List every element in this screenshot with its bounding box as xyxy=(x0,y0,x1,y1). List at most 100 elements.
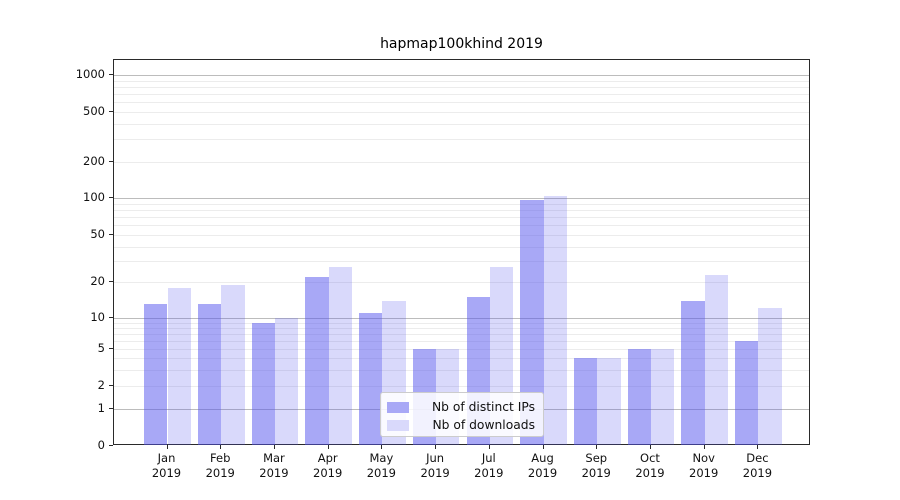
x-tick-label-jan: Jan 2019 xyxy=(151,451,182,480)
y-tick-mark-2 xyxy=(109,385,113,386)
x-tick-label-oct: Oct 2019 xyxy=(635,451,665,480)
x-tick-mark-dec xyxy=(757,445,759,449)
y-tick-label-1000: 1000 xyxy=(75,67,105,81)
bar-aug-distinct-ips xyxy=(520,199,544,445)
y-tick-label-200: 200 xyxy=(83,153,105,168)
bar-sep-downloads xyxy=(597,358,621,445)
x-tick-label-may: May 2019 xyxy=(366,451,397,480)
bar-may-distinct-ips xyxy=(359,312,383,445)
gridline-minor-4 xyxy=(114,358,809,360)
gridline-minor-8 xyxy=(114,327,809,329)
x-tick-mark-oct xyxy=(649,445,651,449)
x-tick-mark-apr xyxy=(327,445,329,449)
x-tick-mark-nov xyxy=(703,445,705,449)
y-tick-mark-100 xyxy=(109,197,113,198)
bar-nov-downloads xyxy=(704,275,728,445)
x-tick-label-jul: Jul 2019 xyxy=(474,451,504,480)
legend-row-downloads: Nb of downloads xyxy=(387,416,535,434)
legend-label-downloads: Nb of downloads xyxy=(432,418,535,432)
y-tick-mark-500 xyxy=(109,110,113,112)
y-tick-label-500: 500 xyxy=(83,103,105,118)
legend-label-distinct-ips: Nb of distinct IPs xyxy=(431,400,535,414)
gridline-minor-300 xyxy=(114,139,809,141)
legend: Nb of distinct IPs Nb of downloads xyxy=(380,392,544,437)
gridline-minor-40 xyxy=(114,246,809,248)
legend-swatch-downloads xyxy=(387,419,409,431)
x-tick-mark-jun xyxy=(435,445,437,449)
y-tick-label-1: 1 xyxy=(97,400,105,415)
bar-dec-distinct-ips xyxy=(735,340,759,445)
bar-feb-distinct-ips xyxy=(197,304,222,445)
x-tick-mark-sep xyxy=(596,445,598,449)
y-tick-mark-200 xyxy=(109,160,113,162)
x-tick-label-jun: Jun 2019 xyxy=(420,451,450,480)
gridline-minor-5 xyxy=(114,349,809,351)
x-tick-label-feb: Feb 2019 xyxy=(205,451,235,480)
y-tick-mark-1 xyxy=(109,407,113,409)
gridline-minor-500 xyxy=(114,111,809,113)
x-tick-label-apr: Apr 2019 xyxy=(313,451,343,480)
bar-jan-downloads xyxy=(167,287,191,445)
gridline-major-100 xyxy=(114,198,809,199)
x-tick-label-aug: Aug 2019 xyxy=(527,451,558,480)
y-tick-label-10: 10 xyxy=(90,309,105,324)
bar-apr-distinct-ips xyxy=(305,277,329,445)
bar-mar-distinct-ips xyxy=(251,322,275,445)
y-tick-label-50: 50 xyxy=(90,227,105,241)
y-tick-label-2: 2 xyxy=(97,378,105,392)
y-tick-label-20: 20 xyxy=(90,274,105,289)
gridline-minor-3 xyxy=(114,369,809,371)
x-tick-label-sep: Sep 2019 xyxy=(581,451,611,480)
y-tick-mark-10 xyxy=(109,316,113,318)
bar-jan-distinct-ips xyxy=(144,304,168,445)
gridline-minor-30 xyxy=(114,261,809,263)
legend-row-distinct-ips: Nb of distinct IPs xyxy=(387,398,535,416)
gridline-major-1000 xyxy=(114,75,809,76)
bar-sep-distinct-ips xyxy=(573,358,598,445)
gridline-minor-7 xyxy=(114,333,809,335)
y-tick-label-5: 5 xyxy=(97,341,105,356)
gridline-minor-600 xyxy=(114,101,809,103)
gridline-minor-400 xyxy=(114,123,809,125)
x-tick-mark-feb xyxy=(220,445,222,449)
gridline-minor-90 xyxy=(114,203,809,205)
bar-dec-downloads xyxy=(758,308,782,445)
y-tick-mark-20 xyxy=(109,281,113,283)
x-tick-label-mar: Mar 2019 xyxy=(259,451,289,480)
y-tick-label-100: 100 xyxy=(83,190,105,204)
gridline-minor-900 xyxy=(114,80,809,82)
y-tick-mark-0 xyxy=(109,445,113,446)
chart-title: hapmap100khind 2019 xyxy=(380,36,543,52)
y-tick-mark-5 xyxy=(109,348,113,350)
x-tick-mark-mar xyxy=(273,445,275,449)
gridline-minor-200 xyxy=(114,161,809,163)
y-tick-label-0: 0 xyxy=(97,438,105,452)
bar-feb-downloads xyxy=(221,284,245,445)
gridline-minor-50 xyxy=(114,235,809,236)
x-tick-mark-jul xyxy=(488,445,490,449)
gridline-minor-9 xyxy=(114,322,809,324)
x-tick-mark-jan xyxy=(166,445,168,449)
gridline-minor-2 xyxy=(114,386,809,387)
bar-nov-distinct-ips xyxy=(681,300,705,445)
x-tick-label-nov: Nov 2019 xyxy=(689,451,719,480)
bar-mar-downloads xyxy=(274,317,299,445)
gridline-minor-6 xyxy=(114,340,809,342)
gridline-minor-80 xyxy=(114,209,809,211)
x-tick-mark-aug xyxy=(542,445,544,449)
plot-area xyxy=(113,59,810,445)
gridline-minor-60 xyxy=(114,225,809,227)
legend-swatch-distinct-ips xyxy=(387,401,409,413)
bar-oct-downloads xyxy=(650,349,675,445)
bar-aug-downloads xyxy=(543,196,567,445)
bar-oct-distinct-ips xyxy=(627,349,651,445)
bar-apr-downloads xyxy=(328,266,352,445)
gridline-minor-70 xyxy=(114,217,809,219)
gridline-minor-800 xyxy=(114,86,809,88)
x-tick-mark-may xyxy=(381,445,383,449)
x-tick-label-dec: Dec 2019 xyxy=(742,451,773,480)
gridline-minor-20 xyxy=(114,282,809,284)
y-tick-mark-1000 xyxy=(109,74,113,75)
gridline-minor-700 xyxy=(114,93,809,95)
